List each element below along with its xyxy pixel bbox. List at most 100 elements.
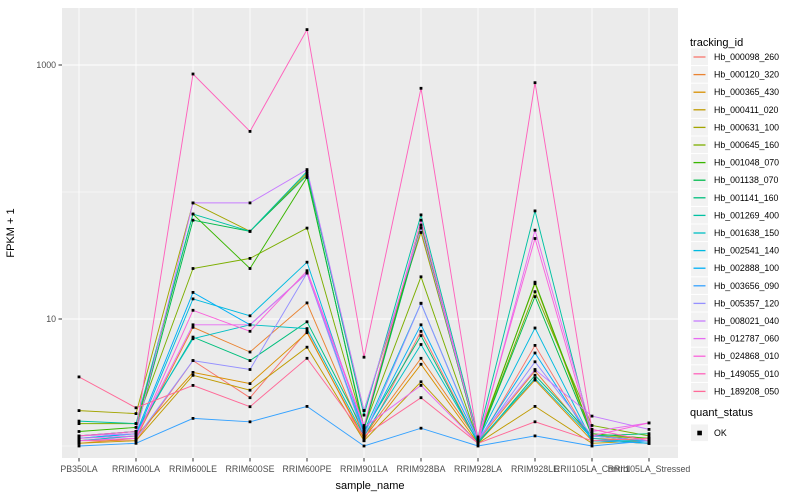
- data-point: [248, 329, 252, 333]
- x-tick-label: RRIM600SE: [226, 464, 275, 474]
- data-point: [533, 280, 537, 284]
- data-point: [533, 351, 537, 355]
- data-point: [419, 396, 423, 400]
- data-point: [533, 282, 537, 285]
- data-point: [419, 218, 423, 222]
- x-axis-title: sample_name: [335, 480, 404, 492]
- data-point: [533, 360, 537, 364]
- data-point: [77, 436, 81, 440]
- data-point: [533, 377, 537, 380]
- data-point: [419, 380, 423, 384]
- data-point: [590, 432, 594, 436]
- data-point: [590, 439, 594, 443]
- data-point: [77, 441, 81, 445]
- data-point: [77, 375, 81, 379]
- data-point: [305, 301, 309, 305]
- data-point: [362, 432, 366, 436]
- legend-item-label: Hb_000631_100: [714, 122, 779, 132]
- data-point: [248, 350, 252, 354]
- data-point: [134, 432, 138, 436]
- data-point: [248, 130, 252, 133]
- data-point: [533, 228, 537, 232]
- data-point: [419, 213, 423, 217]
- data-point: [476, 444, 480, 448]
- data-point: [248, 359, 252, 362]
- data-point: [590, 436, 594, 440]
- data-point: [305, 356, 309, 360]
- data-point: [590, 444, 594, 448]
- data-point: [305, 405, 309, 408]
- data-point: [191, 384, 195, 387]
- legend-item-label: Hb_149055_010: [714, 369, 779, 379]
- data-point: [305, 269, 309, 273]
- legend-item-label: Hb_001048_070: [714, 158, 779, 168]
- data-point: [191, 323, 195, 327]
- data-point: [77, 409, 81, 412]
- data-point: [533, 290, 537, 294]
- data-point: [191, 417, 195, 420]
- x-tick-label: RRIM600LE: [169, 464, 217, 474]
- data-point: [248, 388, 252, 392]
- data-point: [305, 260, 309, 264]
- data-point: [191, 72, 195, 76]
- legend-item-label: Hb_002541_140: [714, 246, 779, 256]
- y-axis-title: FPKM + 1: [5, 208, 17, 257]
- data-point: [419, 362, 423, 366]
- x-tick-label: RRIM928LE: [511, 464, 559, 474]
- data-point: [305, 345, 309, 349]
- data-point: [191, 308, 195, 312]
- data-point: [419, 426, 423, 430]
- data-point: [305, 320, 309, 324]
- data-point: [590, 441, 594, 445]
- data-point: [419, 301, 423, 305]
- data-point: [590, 434, 594, 438]
- data-point: [533, 237, 537, 240]
- data-point: [647, 428, 651, 431]
- data-point: [305, 170, 309, 173]
- data-point: [191, 373, 195, 377]
- legend-color-items: Hb_000098_260 Hb_000120_320 Hb_000365_430 H…: [691, 48, 779, 400]
- data-point: [248, 257, 252, 260]
- legend-item-label: Hb_000120_320: [714, 70, 779, 80]
- data-point: [191, 212, 195, 216]
- y-tick-label: 10: [46, 314, 56, 324]
- data-point: [362, 436, 366, 440]
- data-point: [419, 231, 423, 234]
- x-tick-label: RRII105LA_Control: [554, 464, 630, 474]
- data-point: [134, 406, 138, 410]
- legend-shape-items: OK: [691, 424, 727, 442]
- data-point: [191, 371, 195, 374]
- data-point: [134, 412, 138, 415]
- data-point: [590, 430, 594, 433]
- data-point: [419, 356, 423, 360]
- data-point: [533, 209, 537, 213]
- legend-item-label: Hb_003656_090: [714, 281, 779, 291]
- data-point: [647, 439, 651, 443]
- data-point: [134, 422, 138, 425]
- data-point: [77, 419, 81, 423]
- data-point: [419, 343, 423, 346]
- data-point: [248, 382, 252, 385]
- legend-item-label: Hb_001141_160: [714, 193, 779, 203]
- data-point: [533, 378, 537, 382]
- data-point: [362, 355, 366, 359]
- legend-key-point: [697, 430, 702, 436]
- data-point: [419, 334, 423, 337]
- x-tick-label: RRII105LA_Stressed: [608, 464, 691, 474]
- data-point: [419, 275, 423, 279]
- legend-item-label: Hb_189208_050: [714, 386, 779, 396]
- data-point: [248, 420, 252, 424]
- x-tick-label: RRIM928BA: [397, 464, 446, 474]
- data-point: [191, 267, 195, 270]
- data-point: [362, 413, 366, 417]
- legend-item-label: Hb_008021_040: [714, 316, 779, 326]
- data-point: [362, 439, 366, 443]
- legend-item-label: Hb_000365_430: [714, 87, 779, 97]
- data-point: [590, 414, 594, 418]
- data-point: [248, 396, 252, 400]
- legend-item-label: Hb_001269_400: [714, 210, 779, 220]
- data-point: [191, 218, 195, 222]
- data-point: [248, 267, 252, 270]
- data-point: [77, 439, 81, 443]
